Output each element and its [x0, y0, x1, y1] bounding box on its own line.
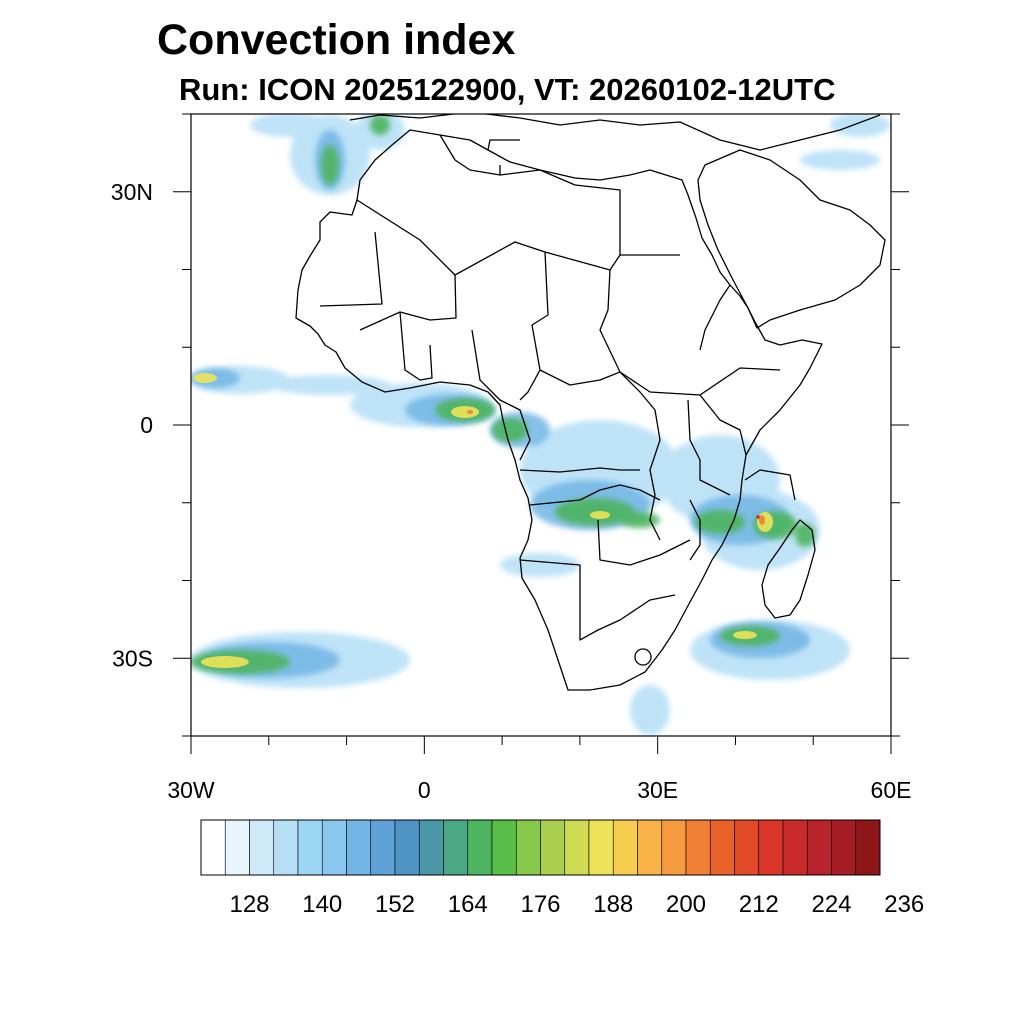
border [539, 369, 621, 386]
border [487, 139, 520, 151]
field-patch [321, 145, 339, 185]
field-patch [759, 515, 765, 525]
country-borders [295, 114, 886, 691]
field-patch [733, 631, 757, 639]
europe-coast [349, 114, 881, 151]
colorbar-box [734, 819, 760, 876]
colorbar-label: 164 [448, 891, 488, 918]
field-patch [795, 523, 815, 547]
madagascar [761, 519, 816, 619]
colorbar-label: 152 [375, 891, 415, 918]
colorbar-box [564, 819, 590, 876]
colorbar-box [540, 819, 566, 876]
colorbar-box [491, 819, 517, 876]
field-patch [201, 656, 249, 668]
lon-label: 60E [871, 777, 912, 803]
chart-title: Convection index [157, 16, 516, 64]
colorbar-box [612, 819, 638, 876]
colorbar-box [443, 819, 469, 876]
colorbar-box [685, 819, 711, 876]
colorbar-box [297, 819, 323, 876]
africa-coastline [295, 129, 823, 691]
lat-label: 30N [111, 179, 153, 205]
colorbar-box [200, 819, 226, 876]
field-patch [451, 406, 479, 418]
field-patch [590, 511, 610, 519]
field-patch [830, 114, 890, 137]
lat-label: 30S [112, 645, 153, 671]
colorbar-box [661, 819, 687, 876]
colorbar-box [321, 819, 347, 876]
lon-label: 30W [167, 777, 215, 803]
lon-label: 0 [418, 777, 431, 803]
colorbar-label: 224 [811, 891, 851, 918]
lat-label: 0 [140, 412, 153, 438]
colorbar-label: 188 [593, 891, 633, 918]
lesotho [634, 648, 652, 666]
colorbar-box [782, 819, 808, 876]
field-patch [370, 115, 390, 135]
border [471, 329, 531, 461]
colorbar-box [249, 819, 275, 876]
border [699, 284, 731, 351]
colorbar-box [467, 819, 493, 876]
field-patch [500, 553, 580, 577]
colorbar-box [273, 819, 299, 876]
colorbar-box [709, 819, 735, 876]
field-patch [800, 150, 880, 170]
colorbar-label: 128 [229, 891, 269, 918]
border [687, 399, 731, 496]
colorbar-box [806, 819, 832, 876]
border [529, 484, 661, 506]
border [519, 467, 640, 473]
field-patch [630, 685, 670, 735]
colorbar: 128 140 152 164 176 188 200 212 224 236 [200, 819, 924, 918]
border [699, 394, 747, 456]
border [439, 134, 501, 176]
arabia [697, 149, 886, 329]
field-patch [467, 410, 473, 414]
field-patch [250, 114, 330, 137]
border [399, 311, 433, 381]
border [319, 231, 383, 307]
field-patch [695, 510, 745, 534]
colorbar-label: 200 [666, 891, 706, 918]
map-axes: 30N 0 30S 30W 0 30E 60E [111, 113, 912, 803]
colorbar-box [224, 819, 250, 876]
convection-field [191, 114, 890, 735]
border [619, 371, 661, 541]
colorbar-label: 140 [302, 891, 342, 918]
border [744, 469, 796, 501]
colorbar-box [758, 819, 784, 876]
border [519, 559, 676, 641]
border [599, 269, 781, 396]
field-patch [620, 512, 660, 528]
border [519, 251, 549, 401]
colorbar-box [588, 819, 614, 876]
border [356, 199, 680, 276]
border [359, 274, 457, 331]
colorbar-box [418, 819, 444, 876]
border [597, 519, 691, 566]
colorbar-label: 236 [884, 891, 924, 918]
field-patch [756, 515, 760, 519]
colorbar-frame [200, 819, 881, 876]
colorbar-label: 212 [739, 891, 779, 918]
colorbar-box [637, 819, 663, 876]
colorbar-box [394, 819, 420, 876]
colorbar-box [831, 819, 857, 876]
colorbar-label: 176 [520, 891, 560, 918]
border [689, 499, 701, 561]
colorbar-box [346, 819, 372, 876]
border [499, 165, 621, 255]
chart-subtitle: Run: ICON 2025122900, VT: 20260102-12UTC [179, 72, 836, 107]
colorbar-box [515, 819, 541, 876]
field-patch [193, 373, 217, 383]
colorbar-box [370, 819, 396, 876]
colorbar-box [855, 819, 881, 876]
field-patch [492, 418, 528, 442]
lon-label: 30E [637, 777, 678, 803]
